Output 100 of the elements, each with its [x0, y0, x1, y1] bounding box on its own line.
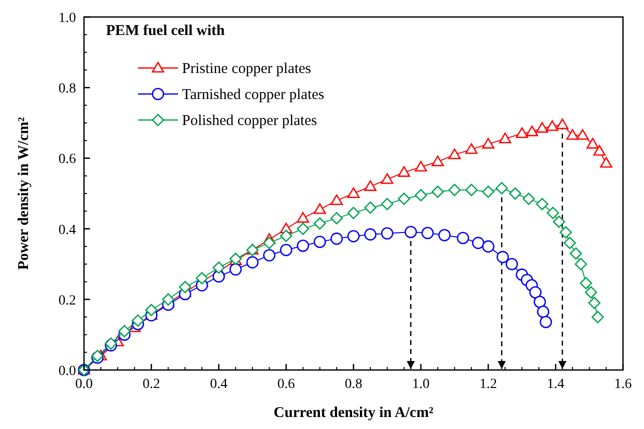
y-tick-label: 0.4	[58, 222, 76, 238]
point	[212, 270, 225, 283]
point	[465, 143, 478, 154]
y-axis-title: Power density in W/cm²	[16, 116, 32, 270]
point	[381, 227, 394, 240]
x-tick-label: 1.6	[614, 377, 632, 392]
point	[600, 156, 612, 168]
point	[229, 263, 242, 276]
point	[330, 232, 343, 245]
point	[482, 186, 494, 198]
point	[560, 226, 572, 238]
point	[132, 314, 144, 327]
point	[414, 189, 428, 202]
point	[546, 120, 558, 131]
point	[398, 192, 410, 205]
point	[593, 144, 606, 156]
x-tick-label: 0.2	[142, 377, 160, 392]
point	[347, 187, 360, 198]
point	[212, 261, 225, 274]
point	[498, 132, 512, 144]
point	[330, 194, 343, 206]
point	[145, 304, 158, 316]
point	[537, 306, 550, 318]
point	[564, 236, 576, 250]
point	[246, 256, 259, 268]
point	[584, 286, 598, 298]
point	[536, 122, 548, 133]
point	[414, 160, 428, 172]
point	[552, 216, 566, 228]
point	[540, 316, 552, 328]
point	[330, 212, 343, 224]
legend-title: PEM fuel cell with	[106, 23, 226, 39]
x-tick-label: 1.0	[412, 377, 430, 392]
point	[576, 129, 589, 140]
point	[592, 310, 604, 324]
point	[506, 258, 518, 270]
point	[404, 226, 417, 238]
point	[296, 212, 310, 223]
point	[536, 198, 548, 210]
legend-label: Tarnished copper plates	[182, 87, 324, 103]
point	[421, 226, 434, 240]
point	[364, 228, 376, 241]
point	[314, 236, 326, 248]
point	[526, 126, 538, 136]
point	[566, 129, 579, 140]
point	[432, 186, 444, 198]
x-tick-label: 0.6	[277, 377, 295, 392]
point	[574, 258, 588, 270]
x-axis-title: Current density in A/cm²	[274, 405, 434, 421]
point	[465, 184, 478, 196]
point	[196, 272, 208, 284]
x-tick-label: 0.8	[344, 377, 362, 392]
point	[296, 222, 310, 235]
point	[263, 249, 276, 262]
point	[398, 166, 410, 177]
point	[509, 187, 522, 200]
point	[472, 236, 484, 250]
point	[118, 325, 131, 338]
point	[588, 296, 601, 310]
point	[162, 293, 174, 306]
point	[178, 280, 192, 294]
point	[456, 232, 470, 244]
point	[546, 206, 560, 220]
legend-label: Polished copper plates	[182, 113, 318, 129]
point	[381, 173, 394, 184]
legend-label: Pristine copper plates	[182, 61, 312, 77]
point	[448, 184, 461, 196]
point	[280, 230, 292, 242]
point	[314, 217, 326, 230]
x-tick-label: 1.2	[480, 377, 497, 392]
point	[556, 118, 569, 130]
point	[347, 230, 360, 242]
x-tick-label: 0.4	[210, 377, 228, 392]
point	[516, 127, 528, 138]
point	[381, 198, 394, 210]
x-tick-label: 0.0	[75, 377, 93, 392]
point	[314, 203, 326, 214]
point	[522, 192, 535, 205]
y-tick-label: 0.2	[58, 293, 76, 308]
point	[438, 229, 451, 242]
point	[570, 247, 582, 260]
point	[580, 277, 592, 290]
y-tick-label: 0.8	[58, 82, 76, 97]
y-tick-label: 0.0	[58, 364, 76, 379]
point	[529, 286, 542, 298]
point	[263, 236, 276, 250]
y-tick-label: 0.6	[58, 152, 76, 168]
point	[496, 250, 509, 264]
point	[496, 182, 508, 194]
point	[364, 180, 376, 191]
point	[280, 244, 292, 256]
y-tick-label: 1.0	[58, 11, 76, 26]
point	[364, 201, 376, 214]
point	[432, 156, 444, 166]
x-tick-label: 1.4	[546, 377, 564, 392]
point	[296, 240, 310, 252]
point	[482, 138, 494, 149]
point	[347, 206, 360, 220]
point	[534, 296, 546, 308]
point	[482, 240, 494, 253]
